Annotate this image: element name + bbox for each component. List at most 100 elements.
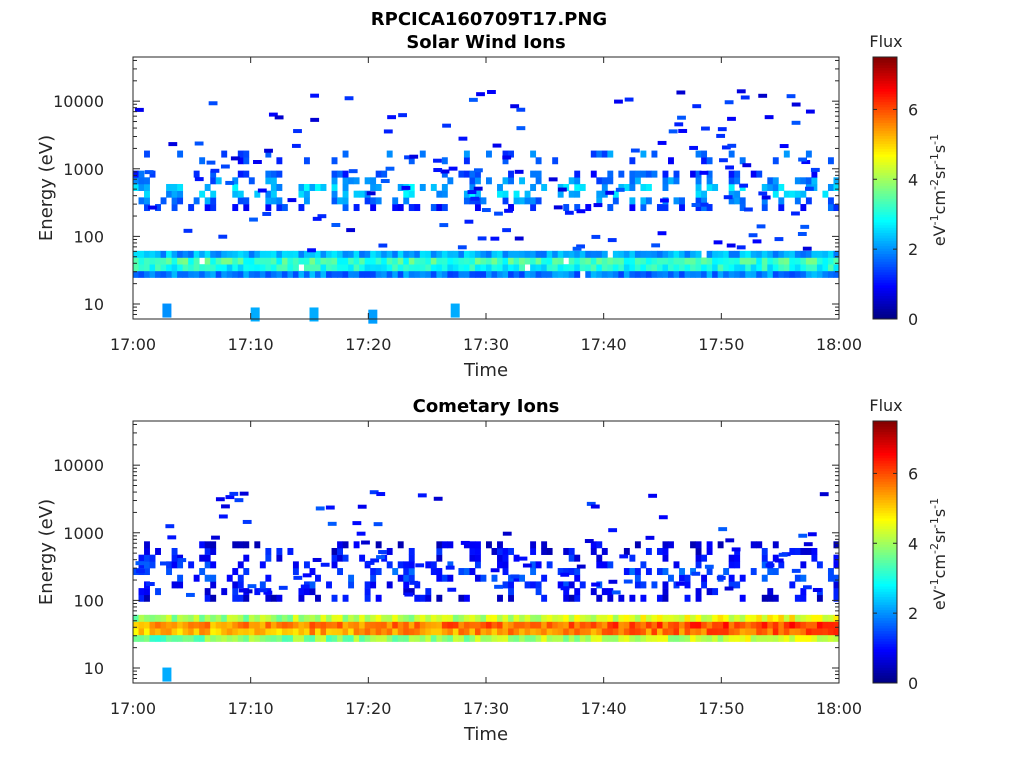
heatmap-cell <box>249 217 258 222</box>
heatmap-cell <box>563 628 570 636</box>
heatmap-cell <box>541 270 548 278</box>
heatmap-cell <box>403 628 410 636</box>
heatmap-cell <box>392 628 399 636</box>
heatmap-cell <box>535 621 542 629</box>
heatmap-cell <box>739 157 746 165</box>
heatmap-cell <box>177 581 184 589</box>
heatmap-cell <box>691 203 701 208</box>
heatmap-cell <box>695 628 702 636</box>
heatmap-cell <box>767 177 774 185</box>
heatmap-cell <box>761 634 768 642</box>
heatmap-cell <box>392 197 399 205</box>
heatmap-cell <box>530 561 537 569</box>
heatmap-cell <box>436 270 443 278</box>
heatmap-cell <box>701 621 708 629</box>
heatmap-cell <box>783 150 790 158</box>
heatmap-cell <box>370 270 377 278</box>
heatmap-cell <box>827 628 834 636</box>
y-tick-label: 100 <box>73 591 104 610</box>
heatmap-cell <box>590 150 597 158</box>
heatmap-cell <box>590 170 597 178</box>
heatmap-cell <box>518 556 528 561</box>
heatmap-cell <box>695 561 702 569</box>
heatmap-cell <box>242 519 252 524</box>
heatmap-cell <box>502 581 509 589</box>
cometary-ions-x-ticks: 17:00 17:10 17:20 17:30 17:40 17:50 18:00 <box>110 421 862 718</box>
heatmap-cell <box>716 575 726 580</box>
colorbar-step <box>873 680 897 684</box>
heatmap-cell <box>199 190 206 198</box>
heatmap-cell <box>199 541 206 549</box>
x-tick-label: 17:10 <box>228 335 274 354</box>
colorbar-step <box>873 248 897 252</box>
heatmap-cell <box>530 264 537 272</box>
heatmap-cell <box>728 177 735 185</box>
heatmap-cell <box>237 190 244 198</box>
heatmap-cell <box>800 190 807 198</box>
heatmap-cell <box>634 270 641 278</box>
heatmap-cell <box>303 257 310 265</box>
heatmap-cell <box>441 634 448 642</box>
heatmap-cell <box>309 183 316 191</box>
heatmap-cell <box>487 90 496 94</box>
colorbar-step <box>873 235 897 239</box>
heatmap-cell <box>381 634 388 642</box>
heatmap-cell <box>629 270 636 278</box>
colorbar-step <box>873 303 897 307</box>
heatmap-cell <box>370 197 377 205</box>
heatmap-cell <box>640 257 647 265</box>
heatmap-cell <box>761 270 768 278</box>
heatmap-cell <box>508 594 514 602</box>
heatmap-cell <box>397 614 404 622</box>
heatmap-cell <box>386 628 393 636</box>
heatmap-cell <box>560 586 570 591</box>
heatmap-cell <box>502 554 509 562</box>
heatmap-cell <box>586 501 596 506</box>
heatmap-cell <box>441 183 448 191</box>
heatmap-cell <box>728 561 735 569</box>
colorbar-step <box>873 638 897 642</box>
colorbar-step <box>873 140 897 144</box>
heatmap-cell <box>827 197 834 205</box>
heatmap-cell <box>243 157 250 165</box>
heatmap-cell <box>370 634 377 642</box>
heatmap-cell <box>560 572 570 577</box>
heatmap-cell <box>491 264 498 272</box>
heatmap-cell <box>276 170 283 178</box>
heatmap-cell <box>342 554 349 562</box>
heatmap-cell <box>211 535 220 540</box>
heatmap-cell <box>353 628 360 636</box>
heatmap-cell <box>783 264 790 272</box>
cometary-ions-x-label: Time <box>463 724 508 745</box>
heatmap-cell <box>204 250 211 258</box>
heatmap-cell <box>199 621 206 629</box>
heatmap-cell <box>816 628 823 636</box>
heatmap-cell <box>188 264 195 272</box>
colorbar-step <box>873 434 897 438</box>
colorbar-step <box>873 172 897 176</box>
heatmap-cell <box>309 588 316 596</box>
heatmap-cell <box>833 554 840 562</box>
heatmap-cell <box>232 581 239 589</box>
heatmap-cell <box>160 264 167 272</box>
heatmap-cell <box>601 634 608 642</box>
heatmap-cell <box>596 554 603 562</box>
heatmap-cell <box>827 250 834 258</box>
heatmap-cell <box>752 239 762 244</box>
heatmap-cell <box>463 270 470 278</box>
heatmap-cell <box>811 177 818 185</box>
heatmap-cell <box>546 250 553 258</box>
colorbar-step <box>873 279 897 283</box>
heatmap-cell <box>805 197 812 205</box>
heatmap-cell <box>734 190 741 198</box>
heatmap-cell <box>469 264 476 272</box>
heatmap-cell <box>590 257 597 265</box>
colorbar-step <box>873 143 897 147</box>
x-tick-label: 17:30 <box>463 699 509 718</box>
heatmap-cell <box>801 160 811 165</box>
heatmap-cell <box>491 257 498 265</box>
heatmap-cell <box>331 183 338 191</box>
heatmap-cell <box>331 170 338 178</box>
heatmap-cell <box>226 621 233 629</box>
